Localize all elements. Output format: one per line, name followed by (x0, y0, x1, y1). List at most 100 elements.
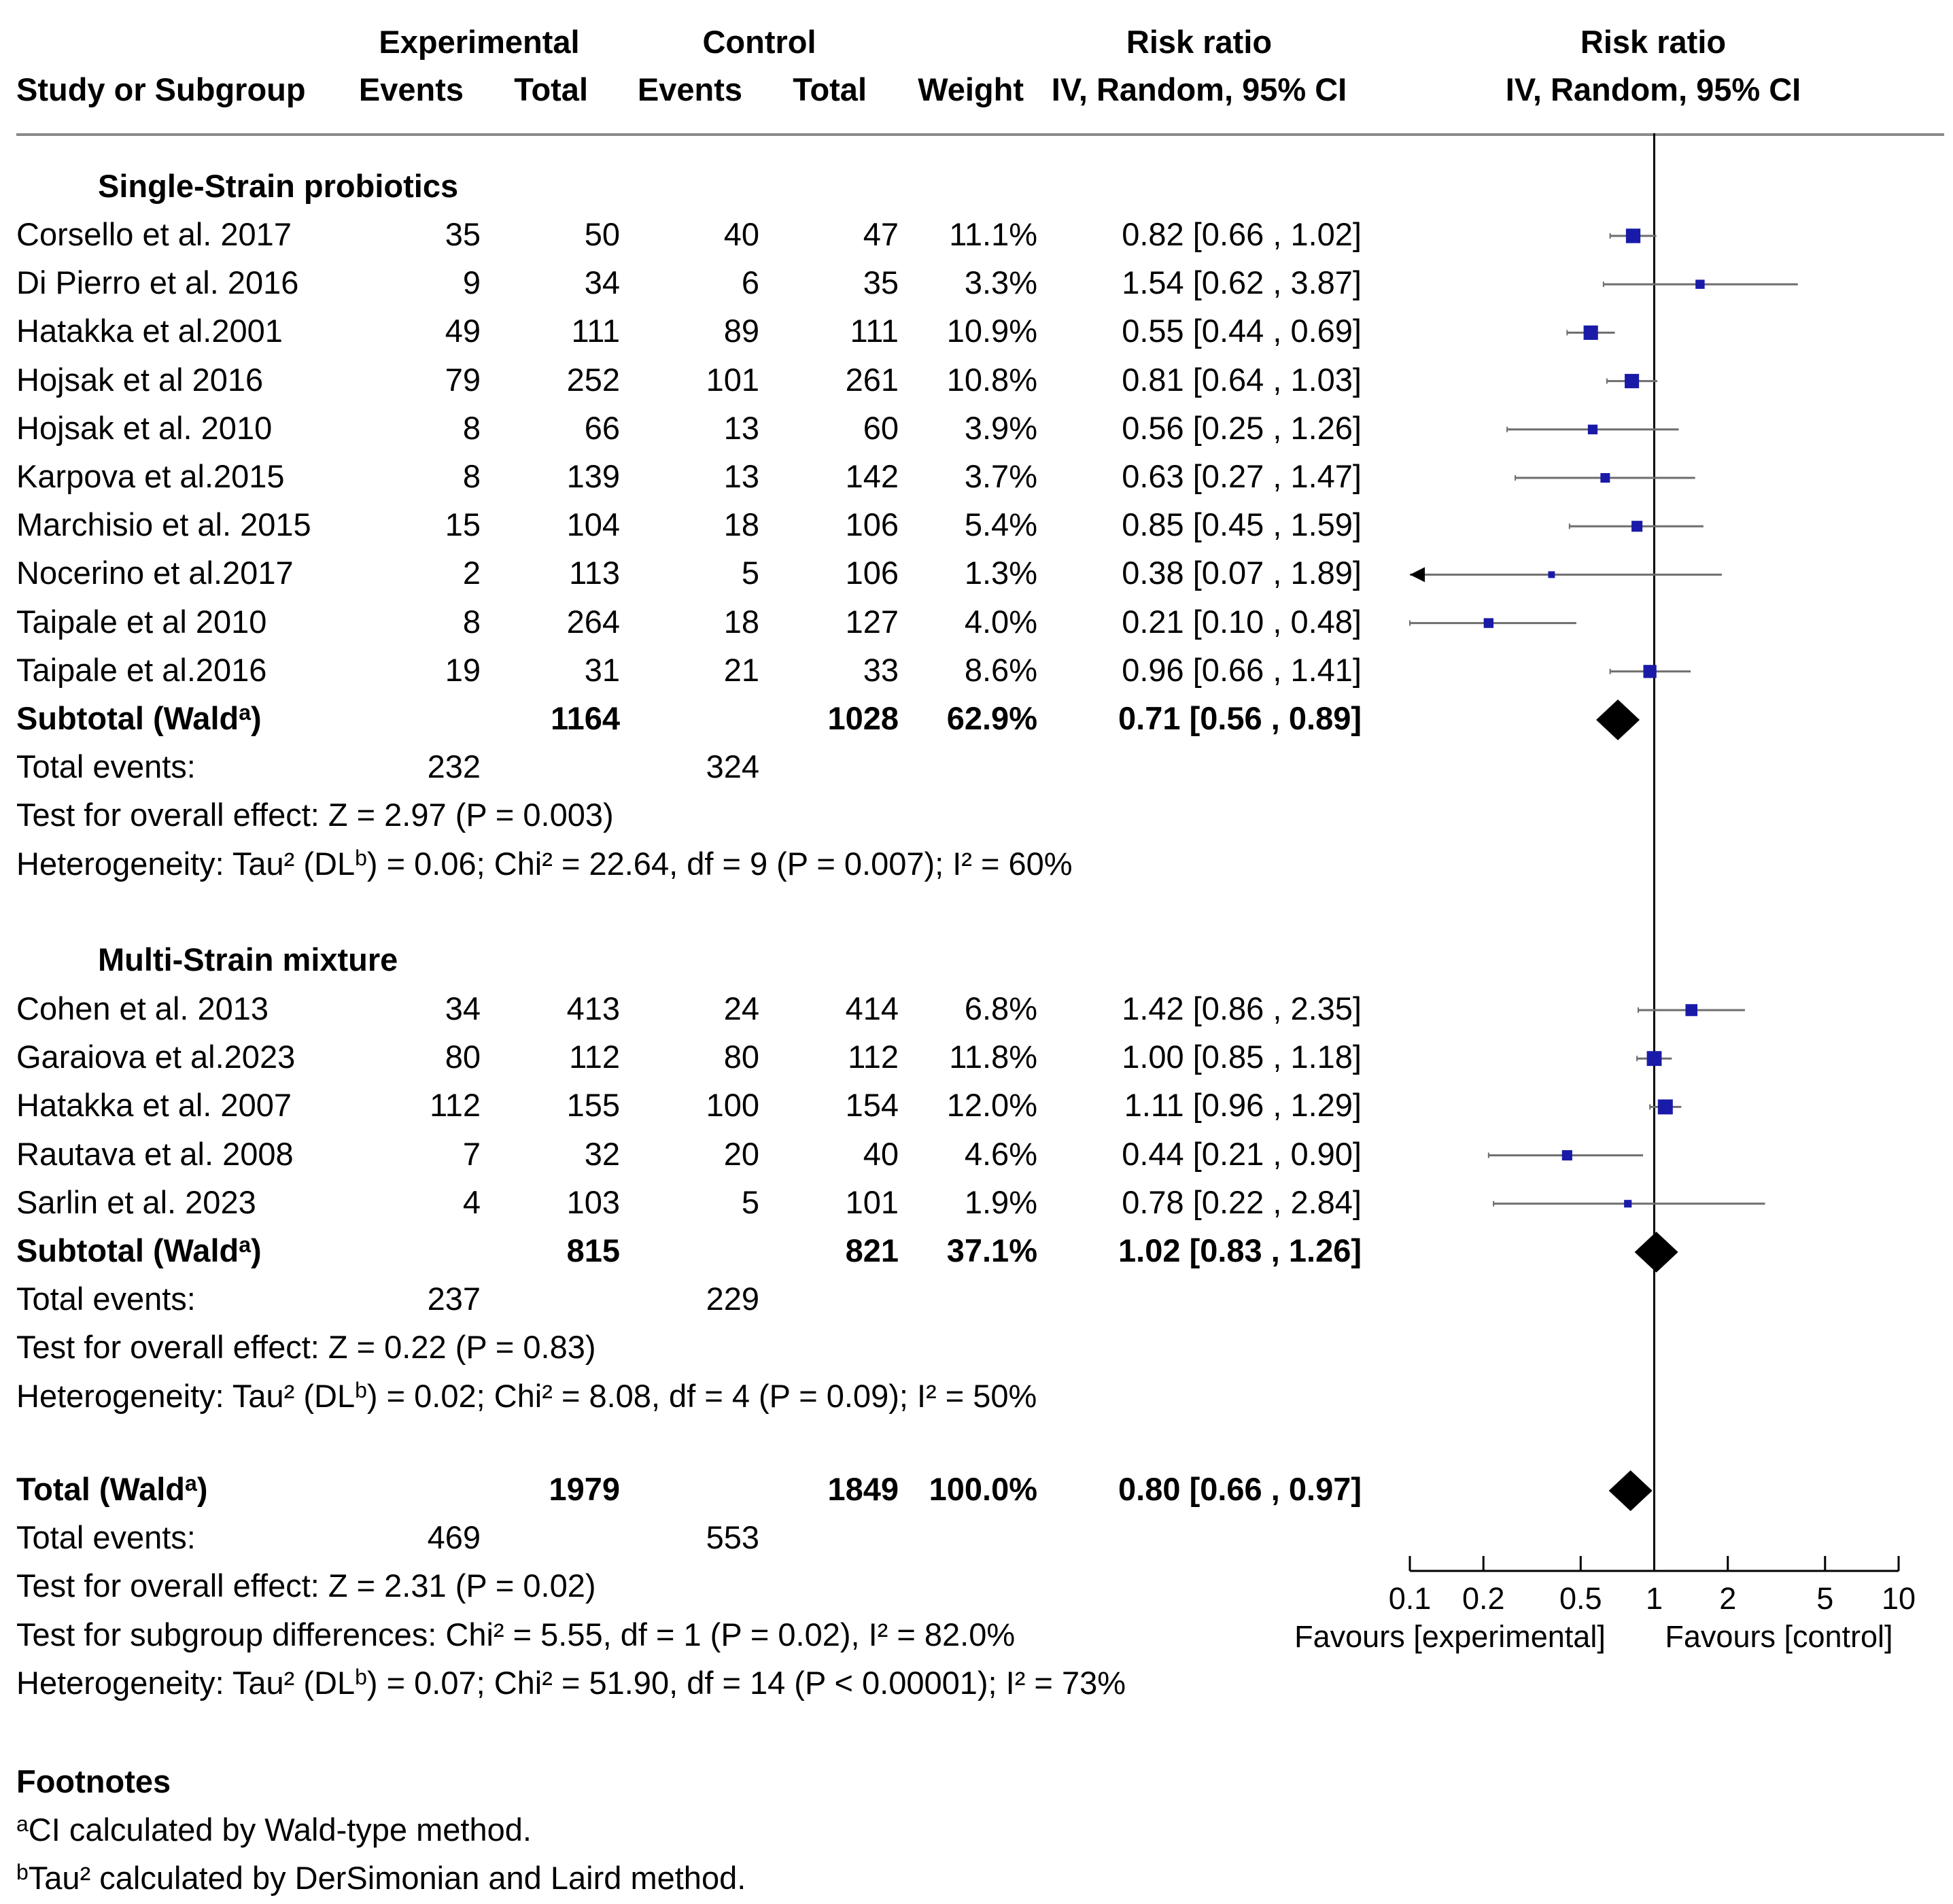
exp-events: 2 (462, 555, 481, 591)
weight-value: 4.6% (964, 1135, 1037, 1172)
risk-ratio-ci: 0.63 [0.27 , 1.47] (1122, 458, 1362, 494)
x-axis-tick-label: 10 (1882, 1581, 1916, 1616)
heterogeneity: Heterogeneity: Tau² (DLb) = 0.07; Chi² =… (16, 1664, 1126, 1702)
summary-diamond (1634, 1232, 1678, 1273)
study-name: Di Pierro et al. 2016 (16, 264, 299, 301)
study-effect-point (1587, 424, 1598, 434)
heterogeneity-sup: b (355, 1664, 367, 1689)
total-label-sup: a (185, 1471, 197, 1495)
ctrl-events: 5 (741, 555, 759, 591)
ctrl-events: 18 (723, 603, 759, 640)
subtotal-exp-total: 1164 (551, 700, 620, 736)
x-axis-tick-label: 5 (1816, 1581, 1833, 1616)
risk-ratio-ci: 0.44 [0.21 , 0.90] (1122, 1135, 1362, 1172)
overall-effect-test: Test for overall effect: Z = 0.22 (P = 0… (16, 1329, 596, 1366)
exp-events: 9 (462, 264, 481, 301)
ctrl-total: 414 (845, 990, 899, 1026)
ctrl-total: 111 (850, 313, 899, 349)
weight-value: 1.3% (964, 555, 1037, 591)
exp-events: 79 (445, 361, 481, 398)
weight-value: 1.9% (964, 1183, 1037, 1220)
weight-value: 4.0% (964, 603, 1037, 640)
total-events-exp: 237 (427, 1281, 481, 1317)
footnote-a-sup: a (16, 1812, 29, 1836)
header-rule (16, 133, 1944, 136)
summary-diamond (1596, 699, 1640, 740)
study-effect-point (1657, 1099, 1673, 1115)
total-events-exp: 469 (427, 1519, 481, 1556)
risk-ratio-ci: 1.42 [0.86 , 2.35] (1122, 990, 1362, 1026)
total-events-exp: 232 (427, 748, 481, 785)
exp-total: 252 (566, 361, 620, 398)
ctrl-total: 127 (845, 603, 899, 640)
exp-total: 103 (566, 1183, 620, 1220)
subtotal-ctrl-total: 1028 (827, 700, 899, 736)
exp-events: 19 (445, 651, 481, 688)
risk-ratio-ci: 1.11 [0.96 , 1.29] (1124, 1087, 1362, 1124)
group-title: Single-Strain probiotics (98, 168, 459, 204)
weight-value: 10.9% (946, 313, 1037, 349)
total-events-ctrl: 324 (706, 748, 759, 785)
study-effect-point (1631, 521, 1643, 532)
exp-total: 111 (571, 313, 620, 349)
weight-value: 3.9% (964, 409, 1037, 446)
ctrl-events: 100 (706, 1087, 759, 1124)
favours-experimental-label: Favours [experimental] (1294, 1619, 1606, 1654)
ctrl-events: 13 (723, 409, 759, 446)
study-effect-point (1685, 1004, 1698, 1016)
exp-total: 139 (566, 458, 620, 494)
header-weight: Weight (918, 71, 1024, 107)
study-name: Garaiova et al.2023 (16, 1039, 296, 1075)
header-plot-method: IV, Random, 95% CI (1505, 71, 1801, 107)
favours-control-label: Favours [control] (1665, 1619, 1892, 1654)
heterogeneity: Heterogeneity: Tau² (DLb) = 0.06; Chi² =… (16, 845, 1073, 883)
subtotal-ci: 1.02 [0.83 , 1.26] (1118, 1232, 1362, 1268)
risk-ratio-ci: 0.82 [0.66 , 1.02] (1122, 216, 1362, 252)
exp-events: 8 (462, 409, 481, 446)
risk-ratio-ci: 0.81 [0.64 , 1.03] (1122, 361, 1362, 398)
exp-total: 264 (566, 603, 620, 640)
header-risk-ratio: Risk ratio (1126, 24, 1273, 60)
heterogeneity-text: Heterogeneity: Tau² (DL (16, 1664, 356, 1701)
total-label-close: ) (196, 1471, 208, 1507)
subtotal-ci: 0.71 [0.56 , 0.89] (1118, 700, 1362, 736)
heterogeneity-text: Heterogeneity: Tau² (DL (16, 1377, 356, 1414)
study-name: Taipale et al.2016 (16, 651, 267, 688)
subtotal-label-close: ) (251, 1232, 262, 1268)
weight-value: 6.8% (964, 990, 1037, 1026)
exp-events: 35 (445, 216, 481, 252)
study-name: Hatakka et al. 2007 (16, 1087, 292, 1124)
ctrl-total: 106 (845, 506, 899, 543)
study-name: Cohen et al. 2013 (16, 990, 269, 1026)
study-effect-point (1624, 1200, 1632, 1208)
subtotal-ctrl-total: 821 (845, 1232, 899, 1268)
study-effect-point (1695, 279, 1705, 289)
weight-value: 3.7% (964, 458, 1037, 494)
weight-value: 12.0% (946, 1087, 1037, 1124)
weight-value: 10.8% (946, 361, 1037, 398)
footnote-b-sup: b (16, 1860, 29, 1884)
study-effect-point (1583, 325, 1598, 340)
risk-ratio-ci: 1.54 [0.62 , 3.87] (1122, 264, 1362, 301)
header-exp-events: Events (358, 71, 464, 107)
exp-total: 34 (584, 264, 620, 301)
ctrl-events: 20 (723, 1135, 759, 1172)
subtotal-label: Subtotal (Walda) (16, 699, 262, 738)
subtotal-label-sup: a (239, 1232, 252, 1257)
ctrl-total: 60 (863, 409, 899, 446)
subtotal-label-sup: a (239, 700, 252, 725)
x-axis-tick-label: 1 (1646, 1581, 1663, 1616)
heterogeneity-text: Heterogeneity: Tau² (DL (16, 845, 356, 882)
study-name: Sarlin et al. 2023 (16, 1183, 256, 1220)
header-study: Study or Subgroup (16, 71, 306, 107)
subtotal-label-text: Subtotal (Wald (16, 700, 239, 736)
ctrl-total: 40 (863, 1135, 899, 1172)
weight-value: 3.3% (964, 264, 1037, 301)
study-effect-point (1625, 228, 1641, 243)
weight-value: 8.6% (964, 651, 1037, 688)
subtotal-label-text: Subtotal (Wald (16, 1232, 239, 1268)
heterogeneity-sup: b (355, 1377, 367, 1402)
weight-value: 11.1% (949, 216, 1037, 252)
ctrl-events: 21 (723, 651, 759, 688)
